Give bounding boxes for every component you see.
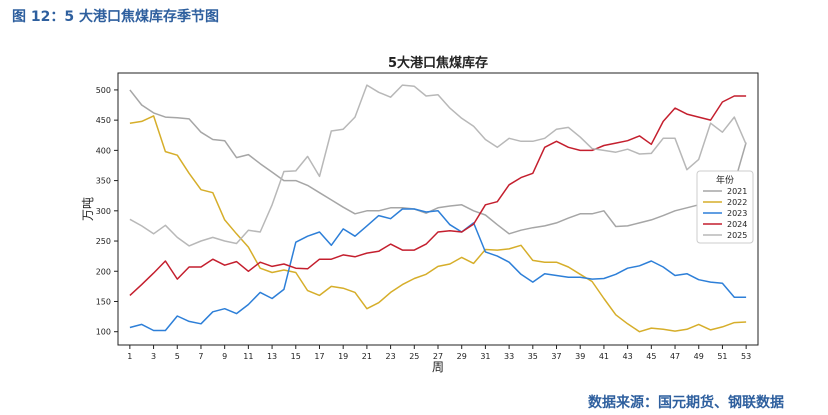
legend-title: 年份 — [716, 174, 734, 186]
y-tick-label: 400 — [96, 146, 111, 155]
series-line-2023 — [129, 208, 747, 332]
x-tick-label: 9 — [222, 352, 227, 361]
x-tick-label: 33 — [504, 352, 514, 361]
x-tick-label: 53 — [741, 352, 751, 361]
series-group — [129, 84, 747, 333]
x-tick-label: 7 — [198, 352, 203, 361]
legend-label-2022: 2022 — [727, 198, 747, 207]
x-tick-label: 27 — [433, 352, 443, 361]
y-tick-label: 200 — [96, 267, 111, 276]
series-line-2021 — [129, 89, 747, 235]
y-tick-label: 150 — [96, 297, 111, 306]
x-tick-label: 25 — [409, 352, 419, 361]
x-tick-label: 13 — [267, 352, 277, 361]
legend-box — [696, 170, 754, 244]
x-tick-label: 47 — [670, 352, 680, 361]
chart-title: 5大港口焦煤库存 — [388, 55, 488, 71]
x-tick-label: 21 — [362, 352, 372, 361]
x-tick-label: 31 — [480, 352, 490, 361]
series-line-2024 — [129, 95, 747, 296]
y-tick-label: 250 — [96, 237, 111, 246]
x-tick-label: 43 — [623, 352, 633, 361]
legend-label-2024: 2024 — [727, 220, 747, 229]
y-tick-label: 500 — [96, 86, 111, 95]
series-line-2022 — [129, 115, 747, 333]
legend-label-2023: 2023 — [727, 209, 747, 218]
x-tick-label: 17 — [314, 352, 324, 361]
x-axis: 1 3 5 7 9 11 13 15 17 19 21 23 25 27 29 31 33 35 37 39 41 43 4… — [127, 345, 751, 361]
x-tick-label: 45 — [646, 352, 656, 361]
figure-caption: 图 12：5 大港口焦煤库存季节图 — [12, 9, 219, 25]
x-tick-label: 51 — [717, 352, 727, 361]
data-source: 数据来源：国元期货、钢联数据 — [588, 395, 784, 411]
x-tick-label: 37 — [551, 352, 561, 361]
x-tick-label: 15 — [291, 352, 301, 361]
y-axis-label: 万吨 — [81, 197, 95, 221]
series-line-2025 — [129, 84, 747, 247]
legend-label-2025: 2025 — [727, 231, 747, 240]
x-tick-label: 49 — [694, 352, 704, 361]
x-tick-label: 23 — [385, 352, 395, 361]
y-tick-label: 300 — [96, 207, 111, 216]
x-tick-label: 29 — [457, 352, 467, 361]
x-tick-label: 3 — [151, 352, 156, 361]
legend: 年份 2021 2022 2023 2024 2025 — [696, 170, 754, 244]
y-tick-label: 450 — [96, 116, 111, 125]
x-tick-label: 5 — [175, 352, 180, 361]
legend-label-2021: 2021 — [727, 187, 747, 196]
y-tick-label: 350 — [96, 177, 111, 186]
x-tick-label: 39 — [575, 352, 585, 361]
y-tick-label: 100 — [96, 328, 111, 337]
plot-area — [117, 72, 759, 346]
y-axis: 100 150 200 250 300 350 400 450 500 — [96, 86, 118, 337]
x-axis-label: 周 — [432, 360, 444, 374]
x-tick-label: 19 — [338, 352, 348, 361]
x-tick-label: 1 — [127, 352, 132, 361]
x-tick-label: 11 — [243, 352, 253, 361]
x-tick-label: 41 — [599, 352, 609, 361]
x-tick-label: 35 — [528, 352, 538, 361]
